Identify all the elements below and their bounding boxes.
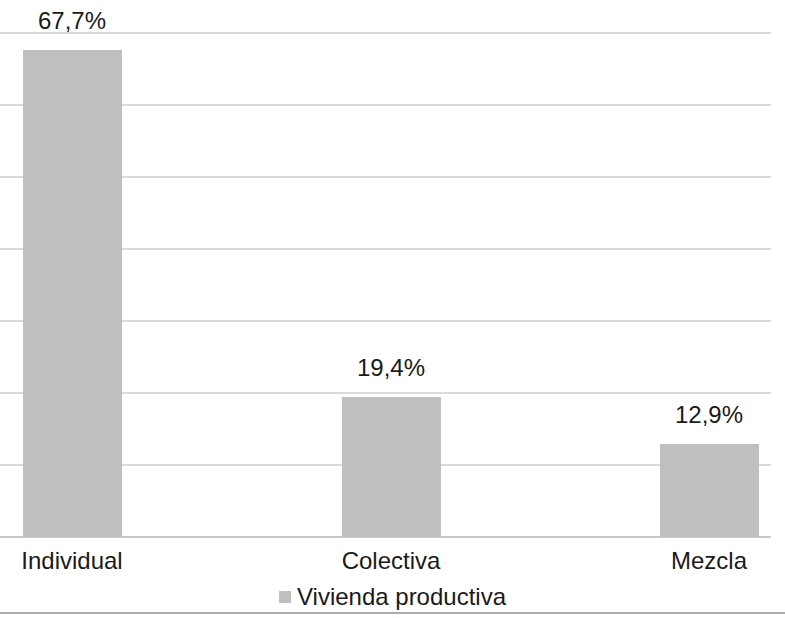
category-label-individual: Individual: [0, 549, 182, 573]
legend-series-label: Vivienda productiva: [297, 585, 506, 609]
bar-value-label: 12,9%: [619, 403, 785, 427]
legend-marker-square: [279, 591, 291, 603]
chart-legend: Vivienda productiva: [0, 585, 785, 609]
bar-value-label: 67,7%: [0, 9, 162, 33]
bar-value-label: 19,4%: [301, 356, 481, 380]
category-label-mezcla: Mezcla: [599, 549, 785, 573]
bottom-border-line: [0, 612, 785, 614]
bar-individual: [23, 50, 122, 537]
bar-mezcla: [660, 444, 759, 537]
bar-colectiva: [342, 397, 441, 537]
bar-chart: 67,7% Individual 19,4% Colectiva 12,9% Mezcla…: [0, 0, 785, 618]
category-label-colectiva: Colectiva: [281, 549, 501, 573]
